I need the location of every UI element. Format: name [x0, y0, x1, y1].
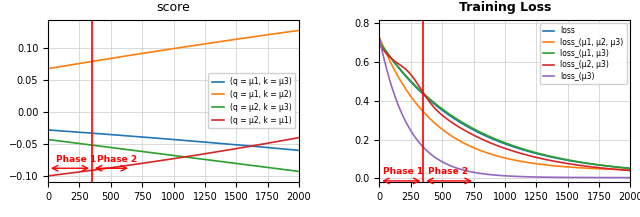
loss_(μ1, μ3): [376, 40, 383, 43]
Legend: (q = μ1, k = μ3), (q = μ1, k = μ2), (q = μ2, k = μ3), (q = μ2, k = μ1): (q = μ1, k = μ3), (q = μ1, k = μ2), (q =…: [208, 73, 295, 128]
loss: [472, 130, 479, 132]
Text: Phase 2: Phase 2: [428, 167, 468, 176]
loss_(μ1, μ3): [404, 77, 412, 79]
Line: loss_(μ2, μ3): loss_(μ2, μ3): [380, 44, 630, 171]
Line: loss: loss: [380, 41, 630, 168]
loss: [404, 77, 412, 80]
loss_(μ2, μ3): [595, 166, 602, 169]
(q = μ1, k = μ2): [140, 52, 148, 54]
(q = μ2, k = μ3): [151, 152, 159, 155]
(q = μ2, k = μ1): [263, 142, 271, 145]
loss_(μ3): [627, 176, 634, 179]
(q = μ2, k = μ3): [140, 150, 148, 153]
(q = μ1, k = μ3): [73, 131, 81, 133]
loss_(μ2, μ3): [627, 169, 634, 172]
loss_(μ1, μ2, μ3): [376, 36, 383, 39]
loss_(μ3): [472, 171, 479, 174]
Line: (q = μ1, k = μ3): (q = μ1, k = μ3): [48, 130, 299, 150]
loss_(μ3): [404, 125, 412, 127]
(q = μ1, k = μ2): [263, 34, 271, 36]
(q = μ2, k = μ3): [263, 166, 271, 169]
(q = μ1, k = μ2): [291, 30, 298, 32]
loss_(μ3): [483, 173, 490, 176]
loss_(μ1, μ2, μ3): [419, 110, 427, 113]
(q = μ1, k = μ3): [88, 132, 95, 134]
(q = μ2, k = μ3): [73, 142, 81, 145]
loss_(μ2, μ3): [419, 91, 427, 94]
loss_(μ1, μ2, μ3): [621, 168, 629, 171]
loss_(μ2, μ3): [483, 140, 490, 143]
Line: (q = μ2, k = μ3): (q = μ2, k = μ3): [48, 140, 299, 171]
loss_(μ1, μ3): [621, 167, 629, 169]
loss_(μ1, μ3): [472, 128, 479, 131]
(q = μ2, k = μ1): [291, 137, 298, 140]
loss_(μ2, μ3): [621, 169, 629, 171]
loss_(μ1, μ3): [419, 92, 427, 94]
loss_(μ3): [621, 176, 629, 179]
loss_(μ1, μ2, μ3): [483, 151, 490, 154]
loss_(μ1, μ2, μ3): [472, 147, 479, 150]
(q = μ1, k = μ3): [140, 136, 148, 138]
(q = μ2, k = μ3): [291, 169, 298, 172]
(q = μ2, k = μ1): [295, 136, 303, 139]
Line: (q = μ2, k = μ1): (q = μ2, k = μ1): [48, 138, 299, 176]
loss_(μ2, μ3): [376, 43, 383, 46]
Line: loss_(μ3): loss_(μ3): [380, 38, 630, 178]
loss: [419, 93, 427, 95]
(q = μ1, k = μ3): [263, 146, 271, 149]
loss_(μ3): [595, 176, 602, 179]
loss_(μ1, μ2, μ3): [627, 168, 634, 171]
loss_(μ1, μ3): [483, 134, 490, 136]
(q = μ1, k = μ2): [44, 67, 52, 70]
(q = μ1, k = μ2): [151, 50, 159, 53]
Line: (q = μ1, k = μ2): (q = μ1, k = μ2): [48, 30, 299, 69]
(q = μ2, k = μ1): [88, 169, 95, 172]
loss_(μ1, μ2, μ3): [595, 168, 602, 170]
(q = μ1, k = μ3): [44, 129, 52, 131]
Title: Training Loss: Training Loss: [459, 1, 551, 14]
(q = μ2, k = μ1): [44, 175, 52, 177]
loss_(μ1, μ3): [595, 164, 602, 166]
(q = μ2, k = μ3): [295, 170, 303, 173]
loss: [595, 164, 602, 166]
loss_(μ3): [376, 37, 383, 39]
loss_(μ3): [419, 145, 427, 148]
(q = μ2, k = μ1): [140, 162, 148, 164]
loss_(μ1, μ3): [627, 167, 634, 170]
(q = μ2, k = μ1): [151, 160, 159, 163]
(q = μ1, k = μ3): [295, 149, 303, 152]
(q = μ2, k = μ3): [44, 138, 52, 141]
loss: [376, 40, 383, 43]
(q = μ2, k = μ3): [88, 144, 95, 146]
Legend: loss, loss_(μ1, μ2, μ3), loss_(μ1, μ3), loss_(μ2, μ3), loss_(μ3): loss, loss_(μ1, μ2, μ3), loss_(μ1, μ3), …: [540, 23, 627, 84]
Text: Phase 2: Phase 2: [97, 156, 137, 164]
(q = μ2, k = μ1): [73, 171, 81, 174]
Text: Phase 1: Phase 1: [56, 156, 95, 164]
(q = μ1, k = μ3): [151, 137, 159, 139]
loss_(μ2, μ3): [404, 70, 412, 73]
(q = μ1, k = μ2): [295, 29, 303, 32]
(q = μ1, k = μ2): [73, 63, 81, 65]
loss: [483, 135, 490, 138]
Line: loss_(μ1, μ2, μ3): loss_(μ1, μ2, μ3): [380, 37, 630, 170]
(q = μ1, k = μ2): [88, 60, 95, 63]
Title: score: score: [157, 1, 190, 14]
loss: [627, 167, 634, 170]
loss_(μ1, μ2, μ3): [404, 91, 412, 94]
Text: Phase 1: Phase 1: [383, 167, 423, 176]
(q = μ1, k = μ3): [291, 149, 298, 151]
loss: [621, 167, 629, 169]
Line: loss_(μ1, μ3): loss_(μ1, μ3): [380, 42, 630, 168]
loss_(μ2, μ3): [472, 135, 479, 138]
